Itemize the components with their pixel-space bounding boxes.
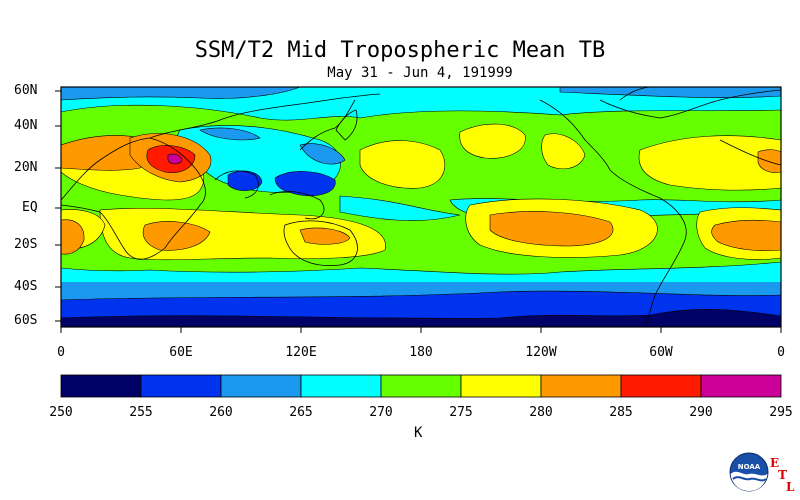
lat-label: 60N bbox=[14, 83, 38, 98]
lon-label: 180 bbox=[409, 345, 433, 360]
map-title: SSM/T2 Mid Tropospheric Mean TB bbox=[194, 38, 606, 63]
colorbar-swatch bbox=[60, 374, 142, 398]
lon-label: 0 bbox=[57, 345, 65, 360]
colorbar-swatch bbox=[620, 374, 702, 398]
lat-label: 20S bbox=[14, 237, 38, 252]
lon-label: 120W bbox=[525, 345, 557, 360]
colorbar bbox=[60, 374, 782, 398]
colorbar-tick-label: 255 bbox=[129, 405, 153, 420]
lat-label: 40S bbox=[14, 279, 38, 294]
map-subtitle: May 31 - Jun 4, 191999 bbox=[327, 65, 513, 81]
colorbar-tick-label: 265 bbox=[289, 405, 313, 420]
logo-letter: T bbox=[778, 468, 787, 482]
colorbar-tick-label: 270 bbox=[369, 405, 393, 420]
lat-label: 40N bbox=[14, 118, 38, 133]
lon-label: 60E bbox=[169, 345, 193, 360]
lat-label: EQ bbox=[22, 200, 38, 215]
lat-label: 20N bbox=[14, 160, 38, 175]
noaa-logo-text: NOAA bbox=[738, 463, 761, 471]
colorbar-tick-label: 295 bbox=[769, 405, 793, 420]
colorbar-swatch bbox=[540, 374, 622, 398]
colorbar-swatch bbox=[220, 374, 302, 398]
colorbar-tick-label: 260 bbox=[209, 405, 233, 420]
colorbar-tick-label: 275 bbox=[449, 405, 473, 420]
colorbar-swatch bbox=[140, 374, 222, 398]
units-label: K bbox=[414, 425, 423, 441]
colorbar-tick-label: 290 bbox=[689, 405, 713, 420]
colorbar-swatch bbox=[460, 374, 542, 398]
colorbar-swatch bbox=[300, 374, 382, 398]
noaa-logo-icon: NOAA bbox=[729, 452, 769, 492]
colorbar-swatch bbox=[380, 374, 462, 398]
lon-label: 120E bbox=[285, 345, 317, 360]
colorbar-tick-label: 285 bbox=[609, 405, 633, 420]
lon-label: 0 bbox=[777, 345, 785, 360]
logo-letter: E bbox=[770, 456, 780, 470]
colorbar-tick-label: 250 bbox=[49, 405, 73, 420]
lon-label: 60W bbox=[649, 345, 673, 360]
logo-letter: L bbox=[786, 480, 795, 494]
tb-map bbox=[55, 86, 782, 333]
colorbar-swatch bbox=[700, 374, 782, 398]
colorbar-tick-label: 280 bbox=[529, 405, 553, 420]
lat-label: 60S bbox=[14, 313, 38, 328]
